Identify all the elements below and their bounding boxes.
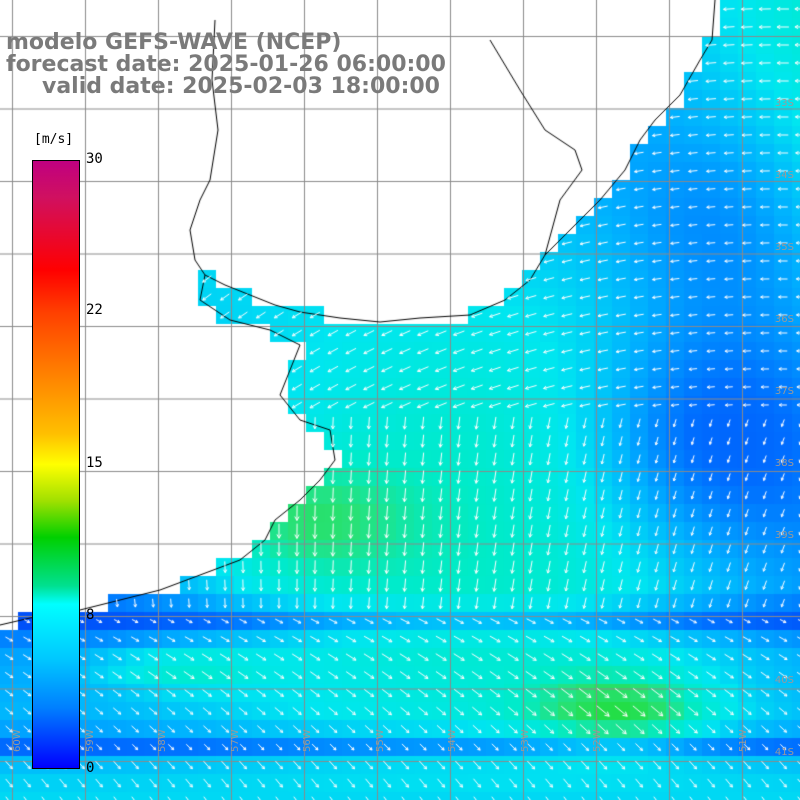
colorbar-tick-15: 15 <box>86 455 103 471</box>
lon-label: 52W <box>592 729 603 752</box>
lon-label: 54W <box>447 729 458 752</box>
colorbar-tick-8: 8 <box>86 607 95 623</box>
lon-label: 59W <box>85 729 96 752</box>
lat-label: 40S <box>774 675 794 686</box>
lon-label: 55W <box>375 729 386 752</box>
lat-label: 37S <box>774 386 794 397</box>
lat-label: 39S <box>774 530 794 541</box>
colorbar-unit: [m/s] <box>34 132 74 147</box>
lon-label: 51W <box>738 729 749 752</box>
lat-label: 33S <box>774 98 794 109</box>
map-title-model: modelo GEFS-WAVE (NCEP) <box>6 30 342 55</box>
lat-label: 35S <box>774 242 794 253</box>
colorbar-tick-22: 22 <box>86 302 103 318</box>
map-title-valid-date: valid date: 2025-02-03 18:00:00 <box>42 74 440 99</box>
lat-label: 36S <box>774 314 794 325</box>
map-title-forecast-date: forecast date: 2025-01-26 06:00:00 <box>6 52 446 77</box>
lon-label: 53W <box>520 729 531 752</box>
colorbar-tick-30: 30 <box>86 151 103 167</box>
lon-label: 57W <box>230 729 241 752</box>
lat-label: 34S <box>774 170 794 181</box>
lon-label: 56W <box>302 729 313 752</box>
wind-speed-colorbar <box>32 160 80 769</box>
lat-label: 38S <box>774 458 794 469</box>
lon-label: 60W <box>12 729 23 752</box>
lon-label: 58W <box>157 729 168 752</box>
lat-label: 41S <box>774 747 794 758</box>
colorbar-tick-0: 0 <box>86 760 95 776</box>
